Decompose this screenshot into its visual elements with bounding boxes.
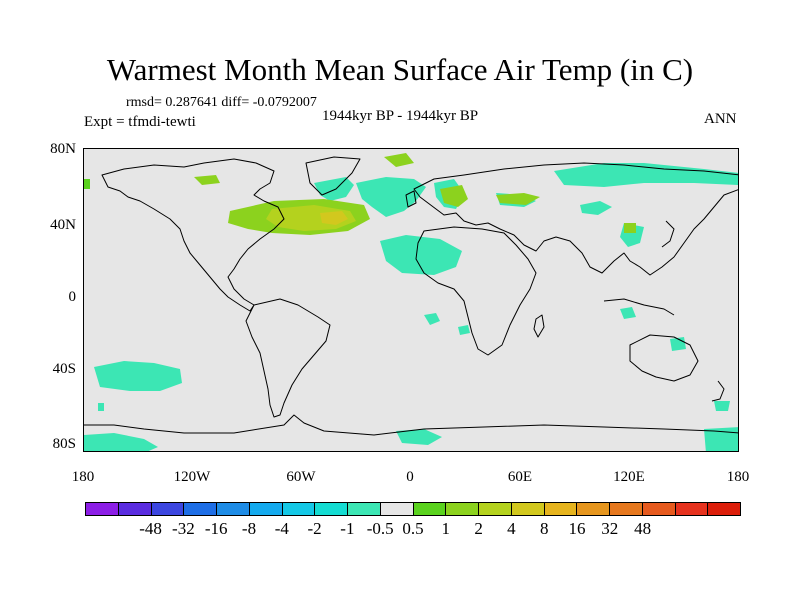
- colorbar-swatch: [282, 503, 316, 515]
- cool-patch: [424, 313, 440, 325]
- colorbar-label: -4: [274, 519, 289, 538]
- anomaly-fill: [84, 153, 738, 451]
- colorbar-label: -0.5: [366, 519, 394, 538]
- colorbar-swatch: [511, 503, 545, 515]
- lat-label: 0: [68, 289, 77, 305]
- cool-patch: [620, 307, 636, 319]
- colorbar-swatch: [675, 503, 709, 515]
- colorbar-swatch: [413, 503, 447, 515]
- lat-label: 80S: [52, 436, 76, 452]
- coast-madagascar: [533, 314, 545, 338]
- cool-patch: [704, 427, 738, 451]
- cool-patch: [714, 401, 730, 411]
- coast-new-zealand: [711, 380, 725, 402]
- colorbar-swatch: [708, 503, 740, 515]
- lon-label: 60W: [286, 469, 316, 485]
- colorbar-label: 32: [601, 519, 619, 538]
- colorbar-swatch: [577, 503, 610, 515]
- colorbar-swatch: [151, 503, 185, 515]
- warm-patch: [624, 223, 636, 233]
- colorbar-swatch: [249, 503, 283, 515]
- colorbar-label: 0.5: [402, 519, 424, 538]
- colorbar-label: 8: [539, 519, 549, 538]
- cool-patch: [396, 429, 442, 445]
- coast-africa: [415, 226, 537, 356]
- coast-greenland: [305, 156, 361, 196]
- colorbar-label: -1: [340, 519, 355, 538]
- warm-patch: [496, 193, 540, 205]
- warmest-patch: [320, 211, 348, 225]
- colorbar-label: -32: [172, 519, 195, 538]
- colorbar-swatch: [315, 503, 348, 515]
- lat-label: 40S: [52, 361, 76, 377]
- cool-patch: [98, 403, 104, 411]
- colorbar-swatch: [380, 503, 414, 515]
- colorbar-swatch: [348, 503, 381, 515]
- coast-north-america: [101, 158, 285, 312]
- lat-label: 40N: [50, 217, 76, 233]
- lat-label: 80N: [50, 141, 76, 157]
- cool-patch: [380, 235, 462, 275]
- chart-title: Warmest Month Mean Surface Air Temp (in …: [106, 52, 694, 87]
- colorbar-label: 16: [568, 519, 586, 538]
- cool-patch: [554, 163, 738, 187]
- coast-australia: [629, 334, 699, 382]
- colorbar-label: 2: [474, 519, 483, 538]
- colorbar-label: 4: [507, 519, 516, 538]
- colorbar-swatch: [184, 503, 217, 515]
- colorbar-swatch: [544, 503, 578, 515]
- colorbar-label: -2: [307, 519, 322, 538]
- colorbar-swatch: [479, 503, 512, 515]
- lon-label: 120W: [173, 469, 211, 485]
- coast-japan: [661, 220, 675, 248]
- cool-patch: [314, 177, 354, 201]
- world-map: [84, 153, 738, 451]
- lon-label: 60E: [507, 469, 533, 485]
- map-plot: [83, 148, 739, 452]
- lon-label: 120E: [613, 469, 645, 485]
- colorbar-swatch: [642, 503, 676, 515]
- warm-patch: [194, 175, 220, 185]
- colorbar-swatch: [86, 503, 119, 515]
- colorbar: [85, 502, 741, 516]
- cool-patch: [580, 201, 612, 215]
- warm-patch: [440, 185, 468, 207]
- colorbar-label: 48: [634, 519, 652, 538]
- lon-label: 0: [406, 469, 414, 485]
- colorbar-label: -16: [204, 519, 228, 538]
- colorbar-label: -8: [241, 519, 257, 538]
- colorbar-label: 1: [441, 519, 451, 538]
- lon-label: 180: [71, 469, 95, 485]
- colorbar-swatch: [610, 503, 643, 515]
- cool-patch: [94, 361, 182, 391]
- colorbar-swatch: [217, 503, 250, 515]
- lon-label: 180: [726, 469, 750, 485]
- colorbar-label: -48: [139, 519, 162, 538]
- coast-antarctica: [84, 414, 738, 436]
- coast-indonesia: [603, 298, 675, 316]
- warm-patch: [384, 153, 414, 167]
- colorbar-swatch: [446, 503, 479, 515]
- coast-uk: [405, 190, 417, 208]
- colorbar-swatch: [118, 503, 152, 515]
- coast-eurasia: [413, 162, 738, 276]
- coast-south-america: [245, 298, 331, 418]
- experiment-text: Expt = tfmdi-tewti: [84, 114, 196, 130]
- season-text: ANN: [704, 111, 737, 127]
- period-text: 1944kyr BP - 1944kyr BP: [322, 108, 479, 124]
- warm-patch: [84, 179, 90, 189]
- cool-patch: [84, 433, 158, 451]
- cool-patch: [458, 325, 470, 335]
- coastlines: [84, 156, 738, 436]
- stats-text: rmsd= 0.287641 diff= -0.0792007: [126, 95, 317, 110]
